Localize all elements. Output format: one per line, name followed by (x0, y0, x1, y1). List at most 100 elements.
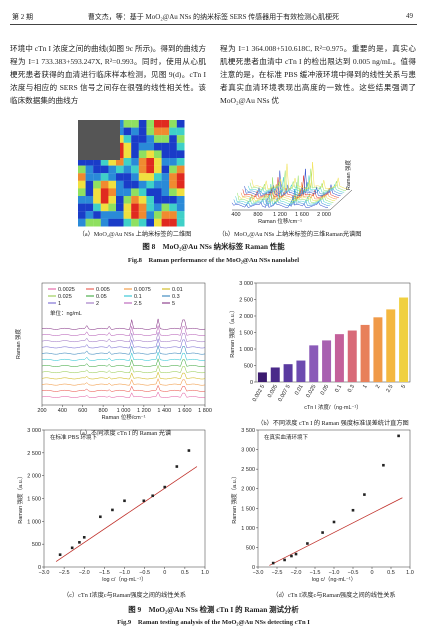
data-point (290, 554, 293, 558)
heatmap-cell (169, 165, 177, 174)
x-axis-label: cTn I 浓度/（ng·mL⁻¹） (304, 403, 362, 411)
heatmap-cell (131, 211, 139, 219)
data-point (271, 561, 275, 565)
heatmap-cell (169, 173, 177, 181)
heatmap-cell (169, 127, 177, 136)
heatmap-cell (161, 165, 170, 174)
y-axis-label: Raman 强度（a.u.） (16, 473, 24, 523)
spectrum-illustration (231, 195, 329, 208)
figure-title-en: Fig.9 Raman testing analysis of the MoO₂… (117, 619, 310, 626)
x-tick-label: 1 600 (178, 408, 192, 414)
heatmap-cell (146, 165, 155, 174)
heatmap-cell (123, 211, 132, 219)
bar (309, 345, 319, 382)
x-tick-label: 0.005 (267, 384, 279, 399)
data-point (82, 536, 86, 539)
heatmap-cell (169, 218, 177, 227)
data-point (78, 541, 81, 544)
heatmap-cell (108, 180, 117, 189)
heatmap-cell (100, 173, 109, 181)
y-tick-label: 2 500 (239, 298, 253, 304)
y-tick-label: 0 (38, 565, 41, 571)
bar (270, 367, 280, 382)
heatmap-cell (116, 211, 124, 219)
spectrum-illustration (41, 384, 206, 392)
caption: （b）不同浓度 cTn I 的 Raman 强度标准误差统计直方图 (257, 420, 409, 427)
heatmap-cell (176, 150, 185, 159)
heatmap-cell (176, 203, 185, 212)
heatmap-cell (78, 165, 86, 174)
x-tick-label: 1 200 (273, 212, 287, 218)
heatmap-cell (93, 173, 101, 181)
heatmap-cell (85, 173, 94, 181)
data-point (294, 552, 298, 556)
x-tick-label: 0.01 (294, 384, 305, 396)
heatmap-cell (100, 188, 109, 197)
heatmap-cell (154, 120, 162, 128)
x-tick-label: 0.3 (347, 384, 356, 394)
heatmap-cell (169, 180, 177, 189)
heatmap-cell (161, 180, 170, 189)
heatmap-cell (169, 188, 177, 197)
heatmap-cell (93, 188, 101, 197)
x-axis-label: Raman 位移/cm⁻¹ (102, 413, 146, 421)
heatmap-cell (131, 165, 139, 174)
bar (360, 324, 370, 382)
x-tick-label: 0.5 (387, 570, 395, 576)
heatmap-cell (154, 127, 162, 136)
y-tick-label: 1 000 (241, 526, 255, 532)
bar (296, 360, 306, 382)
data-point (142, 499, 146, 503)
x-tick-label: −3.0 (39, 570, 50, 576)
heatmap-cell (123, 165, 132, 174)
heatmap-cell (154, 142, 162, 151)
heatmap-cell (169, 196, 177, 204)
heatmap-cell (108, 218, 117, 227)
x-tick-label: 1 (362, 384, 369, 390)
heatmap-cell (108, 165, 117, 174)
heatmap-cell (161, 211, 170, 219)
y-tick-label: 3 000 (239, 281, 253, 287)
y-tick-label: 1 000 (239, 347, 253, 353)
caption: （a）MoO₂@Au NSs 上纳米标签的二维图 (78, 231, 192, 238)
heatmap-cell (169, 120, 177, 128)
bar (257, 372, 267, 382)
heatmap-cell (93, 203, 101, 212)
heatmap-cell (146, 127, 155, 136)
caption: （a）不同浓度 cTn I 的 Raman 光谱 (75, 430, 172, 437)
x-tick-label: 2 000 (317, 212, 331, 218)
data-point (397, 434, 400, 438)
y-tick-label: 3 000 (241, 448, 255, 454)
x-tick-label: 1 600 (295, 212, 309, 218)
heatmap-cell (161, 158, 170, 166)
heatmap-cell (116, 218, 124, 227)
sem-inset (78, 120, 120, 160)
heatmap-cell (138, 196, 147, 204)
y-axis-label: Raman 强度（a.u.） (230, 473, 238, 523)
heatmap-cell (154, 173, 162, 181)
heatmap-cell (161, 188, 170, 197)
spectrum-illustration (41, 338, 206, 349)
x-tick-label: 0.1 (334, 384, 343, 394)
x-tick-label: 200 (37, 408, 46, 414)
heatmap-cell (116, 180, 124, 189)
heatmap-cell (138, 135, 147, 143)
heatmap-cell (93, 196, 101, 204)
heatmap-cell (116, 188, 124, 197)
data-point (70, 546, 74, 550)
heatmap-cell (176, 135, 185, 143)
figure-title: 图 9 MoO₂@Au NSs 检测 cTn I 的 Raman 测试分析 (128, 605, 299, 614)
heatmap-cell (176, 165, 185, 174)
heatmap-cell (85, 211, 94, 219)
y-tick-label: 1 500 (241, 506, 255, 512)
heatmap-cell (154, 211, 162, 219)
data-point (283, 558, 286, 562)
heatmap-cell (176, 127, 185, 136)
y-tick-label: 1 500 (239, 331, 253, 337)
spectrum-illustration (233, 189, 330, 207)
y-tick-label: 0 (250, 380, 253, 386)
y-axis-label: Raman 强度 (14, 328, 22, 359)
heatmap-cell (93, 158, 101, 166)
heatmap-cell (161, 142, 170, 151)
heatmap-cell (161, 203, 170, 212)
